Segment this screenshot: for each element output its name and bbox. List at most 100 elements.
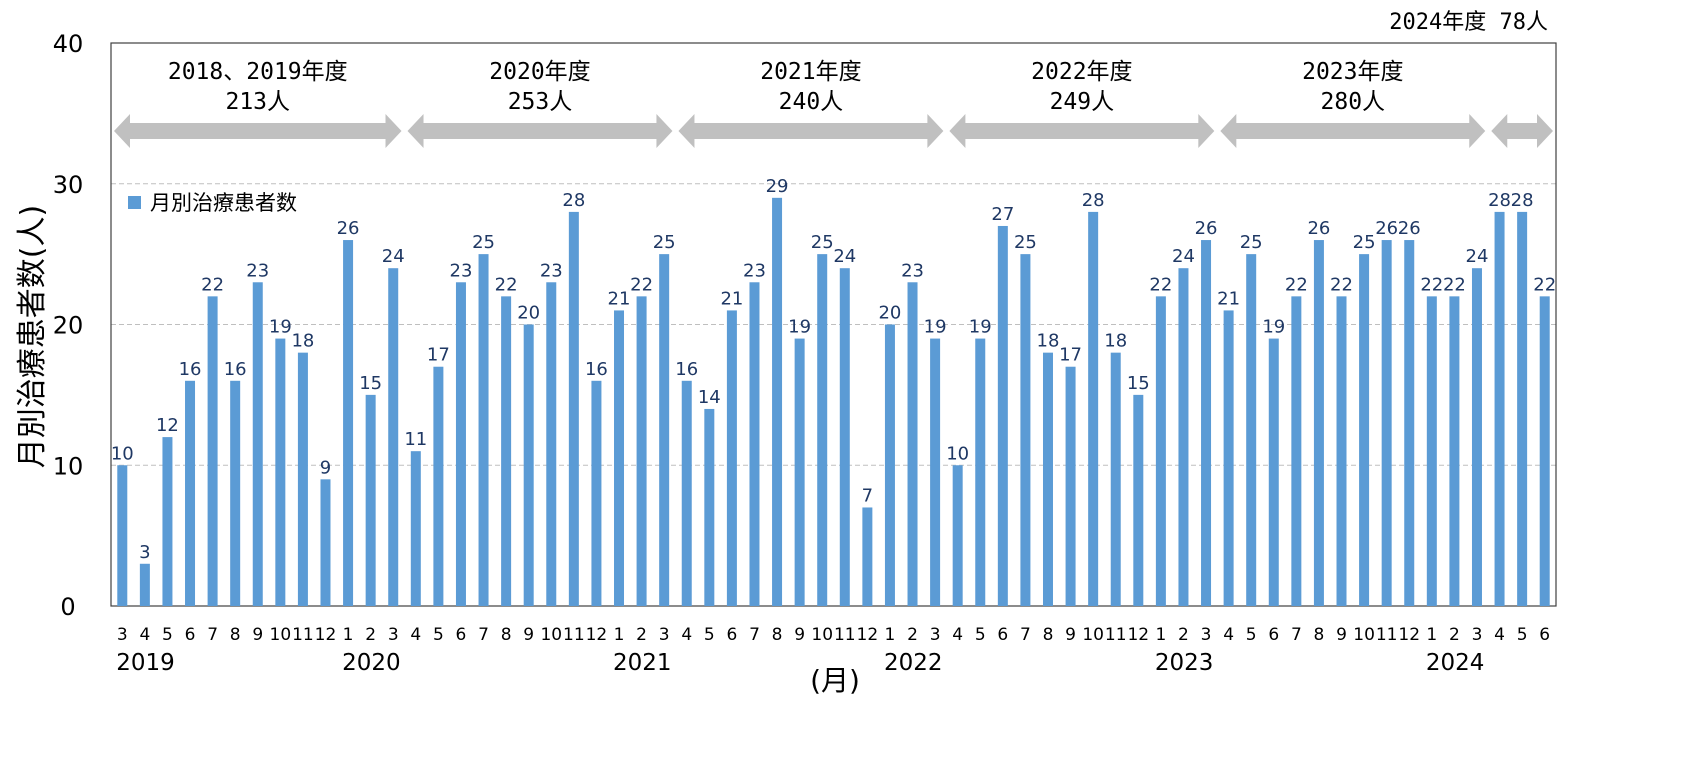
x-tick-label: 4 (1223, 625, 1234, 645)
y-tick-label: 0 (60, 593, 75, 621)
bar-value-label: 23 (901, 260, 924, 281)
year-label: 2022 (884, 650, 943, 676)
bar-62 (1517, 211, 1528, 606)
y-axis-title: 月別治療患者数(人) (15, 205, 50, 468)
bar-value-label: 21 (1217, 288, 1240, 309)
bar-27 (726, 310, 737, 606)
x-tick-label: 5 (975, 625, 986, 645)
bar-value-label: 28 (562, 190, 585, 211)
bar-value-label: 18 (1037, 331, 1060, 352)
bar-value-label: 19 (924, 317, 947, 338)
y-tick-label: 40 (53, 30, 84, 58)
x-tick-label: 10 (1082, 625, 1104, 645)
x-tick-label: 6 (1268, 625, 1279, 645)
bar-value-label: 23 (450, 260, 473, 281)
bar-value-label: 25 (811, 232, 834, 253)
x-tick-label: 5 (1517, 625, 1528, 645)
bar-48 (1201, 240, 1212, 607)
bar-51 (1268, 338, 1279, 606)
bar-value-label: 19 (969, 317, 992, 338)
x-tick-label: 2 (365, 625, 376, 645)
bar-52 (1291, 296, 1302, 606)
bar-55 (1359, 254, 1370, 606)
bar-39 (997, 225, 1008, 606)
bar-value-label: 22 (1533, 274, 1556, 295)
x-tick-label: 6 (726, 625, 737, 645)
top-right-annotation: 2024年度 78人 (1389, 10, 1548, 35)
bar-35 (907, 282, 918, 606)
bar-value-label: 26 (1307, 218, 1330, 239)
year-label: 2023 (1155, 650, 1214, 676)
x-tick-label: 5 (704, 625, 715, 645)
x-tick-label: 6 (456, 625, 467, 645)
bar-value-label: 20 (878, 303, 901, 324)
bar-value-label: 15 (1127, 373, 1150, 394)
fiscal-period-arrow-1 (407, 114, 673, 148)
bar-value-label: 21 (608, 288, 631, 309)
bar-18 (523, 324, 534, 606)
bar-value-label: 16 (224, 359, 247, 380)
x-tick-label: 3 (930, 625, 941, 645)
x-tick-label: 11 (292, 625, 314, 645)
bar-61 (1494, 211, 1505, 606)
bar-value-label: 28 (1488, 190, 1511, 211)
bar-value-label: 25 (1353, 232, 1376, 253)
x-tick-label: 4 (952, 625, 963, 645)
bar-23 (636, 296, 647, 606)
plot-area-border (110, 42, 1557, 607)
fiscal-period-title: 2020年度 (489, 59, 590, 85)
bar-value-label: 25 (1014, 232, 1037, 253)
x-tick-label: 7 (207, 625, 218, 645)
x-tick-label: 2 (636, 625, 647, 645)
bar-value-label: 16 (179, 359, 202, 380)
bar-34 (884, 324, 895, 606)
bar-54 (1336, 296, 1347, 606)
x-tick-label: 11 (834, 625, 856, 645)
bar-value-label: 24 (382, 246, 405, 267)
x-tick-label: 3 (1472, 625, 1483, 645)
x-tick-label: 8 (501, 625, 512, 645)
x-tick-label: 6 (1539, 625, 1550, 645)
fiscal-period-arrow-0 (114, 114, 402, 148)
bar-value-label: 12 (156, 415, 179, 436)
x-tick-label: 7 (749, 625, 760, 645)
bar-value-label: 15 (359, 373, 382, 394)
x-tick-label: 10 (270, 625, 292, 645)
bar-47 (1178, 268, 1189, 606)
bar-value-label: 24 (1172, 246, 1195, 267)
x-tick-label: 9 (252, 625, 263, 645)
bar-9 (320, 479, 331, 606)
fiscal-period-total: 213人 (225, 89, 290, 115)
x-tick-label: 7 (1020, 625, 1031, 645)
bar-11 (365, 394, 376, 606)
bar-value-label: 28 (1511, 190, 1534, 211)
bar-16 (478, 254, 489, 606)
bar-value-label: 27 (991, 204, 1014, 225)
fiscal-period-title: 2021年度 (760, 59, 861, 85)
bar-49 (1223, 310, 1234, 606)
x-tick-label: 9 (523, 625, 534, 645)
bar-28 (749, 282, 760, 606)
bar-value-label: 22 (1443, 274, 1466, 295)
x-tick-label: 7 (1291, 625, 1302, 645)
bar-value-label: 29 (766, 176, 789, 197)
bar-value-label: 22 (495, 274, 518, 295)
bar-53 (1313, 240, 1324, 607)
bar-value-label: 25 (472, 232, 495, 253)
bar-29 (772, 197, 783, 606)
x-tick-label: 2 (907, 625, 918, 645)
bar-33 (862, 507, 873, 606)
bar-4 (207, 296, 218, 606)
x-tick-label: 1 (614, 625, 625, 645)
bar-value-label: 23 (743, 260, 766, 281)
bar-value-label: 16 (585, 359, 608, 380)
x-tick-label: 4 (410, 625, 421, 645)
x-tick-label: 9 (794, 625, 805, 645)
x-tick-label: 10 (1353, 625, 1375, 645)
bar-value-label: 22 (201, 274, 224, 295)
bar-59 (1449, 296, 1460, 606)
x-tick-label: 4 (681, 625, 692, 645)
bar-6 (252, 282, 263, 606)
